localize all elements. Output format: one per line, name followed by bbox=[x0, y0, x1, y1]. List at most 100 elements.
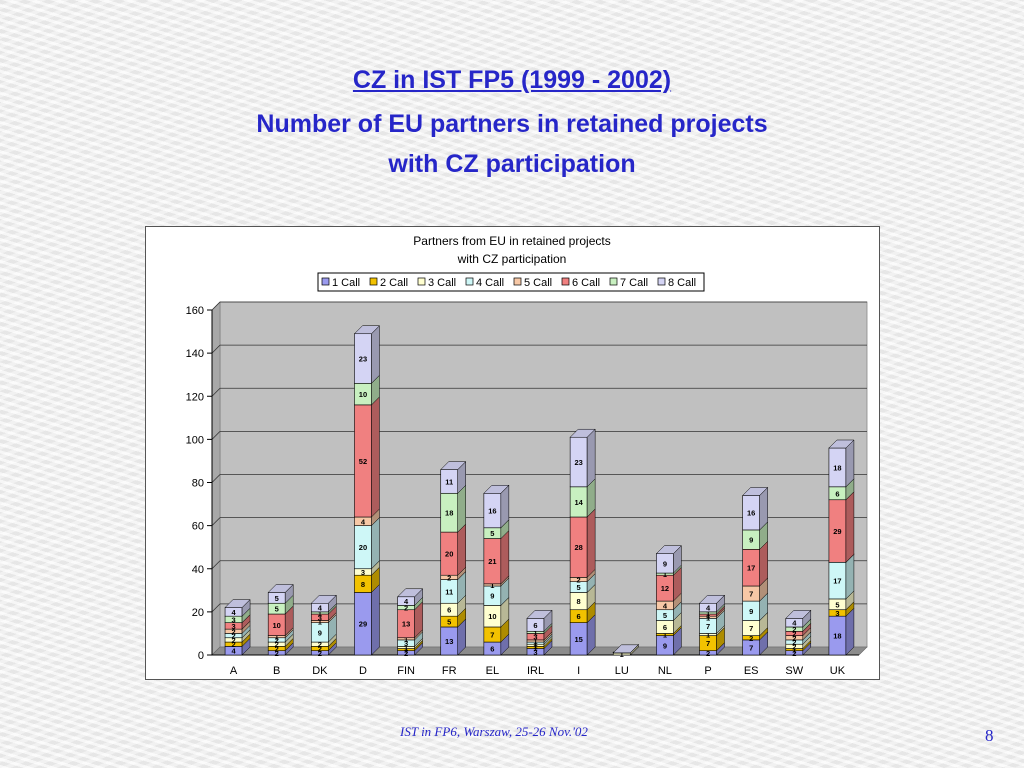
bar-top bbox=[396, 588, 424, 598]
data-label: 13 bbox=[402, 620, 410, 629]
chart-title-line1: Partners from EU in retained projects bbox=[413, 234, 610, 248]
legend-label: 4 Call bbox=[476, 277, 504, 289]
slide-subtitle-line2: with CZ participation bbox=[388, 150, 636, 178]
data-label: 2 bbox=[275, 636, 279, 645]
legend-label: 2 Call bbox=[380, 277, 408, 289]
bar-segment-side bbox=[457, 523, 466, 576]
chart-area: Partners from EU in retained projects wi… bbox=[145, 226, 880, 680]
data-label: 4 bbox=[404, 597, 409, 606]
bar-stack-fr: 13 5 6 11 2 20 18 11 bbox=[440, 460, 467, 656]
legend-frame bbox=[317, 272, 705, 292]
data-label: 9 bbox=[749, 536, 753, 545]
data-label: 7 bbox=[749, 643, 753, 652]
data-label: 15 bbox=[574, 635, 582, 644]
data-label: 9 bbox=[663, 641, 667, 650]
data-label: 10 bbox=[273, 621, 281, 630]
legend-label: 1 Call bbox=[332, 277, 360, 289]
bar-segment-side bbox=[371, 396, 380, 518]
data-label: 6 bbox=[490, 645, 494, 654]
bar-segment-side bbox=[371, 325, 380, 384]
gridline-side bbox=[211, 387, 221, 397]
x-tick-label: IRL bbox=[527, 665, 544, 677]
data-label: 7 bbox=[706, 622, 710, 631]
data-label: 7 bbox=[749, 624, 753, 633]
legend-label: 6 Call bbox=[572, 277, 600, 289]
data-label: 2 bbox=[231, 640, 235, 649]
data-label: 11 bbox=[445, 587, 453, 596]
data-label: 1 bbox=[620, 650, 624, 659]
data-label: 4 bbox=[361, 517, 366, 526]
legend-swatch bbox=[657, 277, 666, 286]
data-label: 1 bbox=[533, 637, 537, 646]
data-label: 2 bbox=[231, 632, 235, 641]
legend-swatch bbox=[369, 277, 378, 286]
gridline-side bbox=[211, 474, 221, 483]
legend-swatch bbox=[513, 277, 522, 286]
bar-segment-side bbox=[586, 428, 596, 488]
gridline-side bbox=[211, 603, 221, 613]
slide-title: CZ in IST FP5 (1999 - 2002) bbox=[352, 66, 672, 94]
bar-top bbox=[224, 599, 251, 608]
x-tick-label: ES bbox=[744, 665, 759, 677]
data-label: 2 bbox=[792, 634, 796, 643]
chart-title-line2: with CZ participation bbox=[457, 252, 567, 266]
data-label: 14 bbox=[574, 498, 583, 507]
bar-top bbox=[267, 584, 294, 593]
data-label: 2 bbox=[749, 634, 753, 643]
data-label: 1 bbox=[533, 639, 537, 648]
slide-subtitle-line1: Number of EU partners in retained projec… bbox=[256, 110, 768, 138]
data-label: 1 bbox=[706, 613, 710, 622]
gridline-side bbox=[211, 517, 221, 526]
plot-area: 0204060801001201401604222233422221105522… bbox=[186, 301, 868, 677]
bar-segment-side bbox=[845, 491, 855, 563]
bar-stack-d: 29 8 3 20 4 52 10 23 bbox=[353, 325, 381, 656]
data-label: 3 bbox=[231, 622, 235, 631]
data-label: 3 bbox=[533, 633, 537, 642]
page-number: 8 bbox=[985, 726, 994, 745]
data-label: 17 bbox=[833, 577, 841, 586]
data-label: 1 bbox=[533, 628, 537, 637]
data-label: 17 bbox=[747, 564, 755, 573]
data-label: 2 bbox=[231, 627, 235, 636]
data-label: 12 bbox=[661, 584, 669, 593]
data-label: 29 bbox=[833, 527, 841, 536]
chart-legend: 1 Call 2 Call 3 Call 4 Call 5 Call 6 Call 7 Ca… bbox=[317, 272, 705, 292]
data-label: 1 bbox=[706, 611, 710, 620]
data-label: 8 bbox=[361, 580, 365, 589]
data-label: 3 bbox=[835, 609, 839, 618]
bar-segment-side bbox=[371, 517, 380, 570]
data-label: 23 bbox=[574, 458, 582, 467]
data-label: 9 bbox=[318, 628, 322, 637]
x-tick-label: EL bbox=[486, 665, 499, 677]
data-label: 1 bbox=[663, 631, 667, 640]
legend-label: 8 Call bbox=[668, 277, 696, 289]
data-label: 9 bbox=[490, 592, 494, 601]
data-label: 1 bbox=[490, 581, 494, 590]
data-label: 5 bbox=[835, 600, 839, 609]
data-label: 4 bbox=[792, 619, 797, 628]
slide-footer: IST in FP6, Warszaw, 25-26 Nov.'02 bbox=[400, 724, 588, 739]
data-label: 1 bbox=[706, 609, 710, 618]
data-label: 3 bbox=[361, 568, 365, 577]
legend-swatch bbox=[465, 277, 474, 286]
data-label: 3 bbox=[533, 648, 537, 657]
data-label: 8 bbox=[577, 597, 581, 606]
x-tick-label: B bbox=[273, 665, 280, 677]
bar-top bbox=[483, 485, 510, 494]
data-label: 4 bbox=[663, 601, 668, 610]
data-label: 2 bbox=[318, 645, 322, 654]
data-label: 2 bbox=[275, 645, 279, 654]
data-label: 2 bbox=[792, 649, 796, 658]
x-tick-label: NL bbox=[658, 665, 672, 677]
data-label: 5 bbox=[447, 618, 451, 627]
data-label: 28 bbox=[574, 543, 582, 552]
data-label: 16 bbox=[488, 507, 496, 516]
y-tick-label: 40 bbox=[192, 564, 204, 576]
data-label: 2 bbox=[447, 573, 451, 582]
data-label: 2 bbox=[318, 649, 322, 658]
